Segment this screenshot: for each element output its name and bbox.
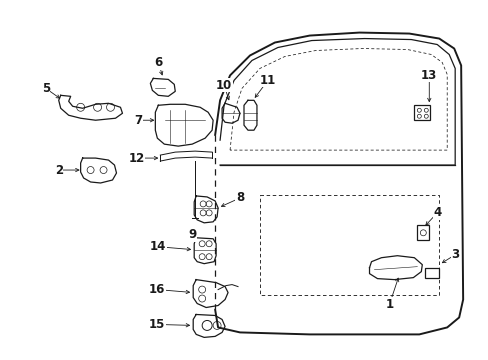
Bar	[413, 105, 429, 120]
Text: 14: 14	[150, 240, 166, 253]
Bar	[416, 225, 428, 240]
Text: 1: 1	[385, 298, 393, 311]
Text: 8: 8	[235, 192, 244, 204]
Text: 16: 16	[149, 283, 165, 296]
Bar	[425, 268, 438, 278]
Text: 13: 13	[420, 69, 436, 82]
Text: 12: 12	[128, 152, 144, 165]
Text: 11: 11	[259, 74, 275, 87]
Text: 7: 7	[134, 114, 142, 127]
Text: 15: 15	[149, 318, 165, 331]
Text: 4: 4	[432, 206, 441, 219]
Text: 10: 10	[216, 79, 232, 92]
Text: 2: 2	[55, 163, 62, 176]
Text: 3: 3	[450, 248, 458, 261]
Text: 9: 9	[188, 228, 196, 241]
Text: 5: 5	[41, 82, 50, 95]
Text: 6: 6	[154, 56, 162, 69]
